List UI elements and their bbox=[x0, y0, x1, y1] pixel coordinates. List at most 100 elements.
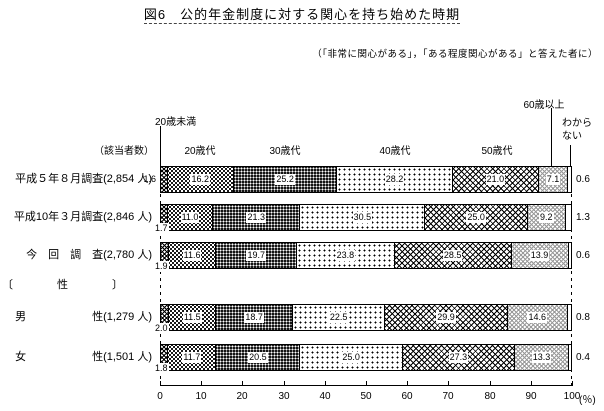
axis-tick bbox=[325, 381, 326, 386]
table-row: 平成10年３月調査(2,846 人) 11.0 21.3 30.5 25.0 9.2 1.7… bbox=[0, 204, 604, 234]
segment-value: 27.3 bbox=[448, 352, 469, 363]
axis-tick-label: 30 bbox=[278, 391, 290, 402]
row-label: 今 回 調 査(2,780 人) bbox=[26, 249, 152, 261]
bar-segment-50歳代: 29.9 bbox=[385, 305, 508, 330]
segment-value-under20: 1.6 bbox=[143, 174, 156, 184]
bar-segment-わからない bbox=[567, 305, 571, 330]
segment-value-unknown: 0.8 bbox=[576, 312, 590, 323]
segment-value: 11.0 bbox=[180, 212, 200, 223]
bar-segment-40歳代: 22.5 bbox=[292, 305, 386, 330]
row-label: 平成５年８月調査(2,854 人) bbox=[15, 173, 152, 185]
axis-tick bbox=[284, 381, 285, 386]
guide-line-100pct bbox=[571, 166, 572, 385]
stacked-bar: 11.0 21.3 30.5 25.0 9.2 bbox=[160, 204, 572, 231]
respondents-count-label: （該当者数） bbox=[94, 146, 154, 157]
segment-value: 30.5 bbox=[352, 212, 373, 223]
segment-value: 11.5 bbox=[182, 312, 202, 323]
axis-tick-label: 70 bbox=[442, 391, 454, 402]
segment-value-unknown: 1.3 bbox=[576, 212, 590, 223]
segment-value: 29.9 bbox=[436, 312, 456, 323]
axis-tick-label: 10 bbox=[195, 391, 207, 402]
table-row: 今 回 調 査(2,780 人) 11.6 19.7 23.8 28.5 13.9 1.9 0… bbox=[0, 242, 604, 272]
stacked-bar: 11.7 20.5 25.0 27.3 13.3 bbox=[160, 344, 572, 371]
segment-value: 7.1 bbox=[545, 174, 561, 185]
bar-segment-20歳代: 11.7 bbox=[168, 345, 217, 370]
stacked-bar: 11.5 18.7 22.5 29.9 14.6 bbox=[160, 304, 572, 331]
axis-tick-label: 100 bbox=[563, 391, 581, 402]
axis-tick-label: 60 bbox=[401, 391, 413, 402]
bar-segment-20歳代: 16.2 bbox=[167, 167, 234, 192]
bar-segment-20歳代: 11.5 bbox=[169, 305, 217, 330]
axis-tick bbox=[572, 381, 573, 386]
segment-value: 19.7 bbox=[246, 250, 266, 261]
segment-value-under20: 1.8 bbox=[154, 363, 169, 374]
category-label-unknown: わからない bbox=[562, 118, 592, 142]
bar-segment-20歳未満 bbox=[161, 305, 170, 330]
category-label-over60: 60歳以上 bbox=[523, 100, 565, 111]
axis-tick bbox=[448, 381, 449, 386]
stacked-bar: 16.2 25.2 28.2 21.0 7.1 bbox=[160, 166, 572, 193]
segment-value: 28.2 bbox=[384, 174, 405, 185]
axis-tick bbox=[407, 381, 408, 386]
bar-segment-60歳以上: 9.2 bbox=[527, 205, 566, 230]
axis-tick-label: 20 bbox=[236, 391, 248, 402]
bar-segment-30歳代: 21.3 bbox=[213, 205, 301, 230]
axis-tick-label: 40 bbox=[319, 391, 331, 402]
segment-value: 20.5 bbox=[248, 352, 268, 363]
axis-tick bbox=[201, 381, 202, 386]
bar-segment-20歳未満 bbox=[161, 345, 169, 370]
segment-value: 21.0 bbox=[485, 174, 506, 185]
axis-tick bbox=[490, 381, 491, 386]
category-label-40歳代: 40歳代 bbox=[379, 146, 411, 157]
bar-segment-20歳未満 bbox=[161, 205, 168, 230]
segment-value: 16.2 bbox=[190, 174, 211, 185]
x-axis bbox=[160, 381, 573, 386]
category-label-under20: 20歳未満 bbox=[155, 117, 197, 128]
figure-title: 図6 公的年金制度に対する関心を持ち始めた時期 bbox=[143, 7, 461, 24]
segment-value: 13.9 bbox=[529, 250, 550, 261]
segment-value: 13.3 bbox=[531, 352, 552, 363]
row-label: 女 性(1,501 人) bbox=[15, 351, 152, 363]
section-label-sex: 〔 性 〕 bbox=[2, 279, 123, 291]
bar-segment-50歳代: 27.3 bbox=[402, 345, 515, 370]
segment-value: 22.5 bbox=[328, 312, 349, 323]
bar-segment-30歳代: 20.5 bbox=[216, 345, 301, 370]
table-row: 男 性(1,279 人) 11.5 18.7 22.5 29.9 14.6 2.0 0.8 bbox=[0, 304, 604, 334]
bar-segment-60歳以上: 13.9 bbox=[511, 243, 569, 268]
bar-segment-30歳代: 25.2 bbox=[233, 167, 338, 192]
bar-segment-60歳以上: 7.1 bbox=[538, 167, 569, 192]
bar-segment-わからない bbox=[568, 243, 571, 268]
axis-tick bbox=[366, 381, 367, 386]
category-label-50歳代: 50歳代 bbox=[481, 146, 513, 157]
bar-segment-40歳代: 30.5 bbox=[300, 205, 426, 230]
segment-value-under20: 1.7 bbox=[154, 223, 169, 234]
row-label: 平成10年３月調査(2,846 人) bbox=[13, 211, 152, 223]
axis-tick-label: 90 bbox=[525, 391, 537, 402]
leader-line-unknown bbox=[570, 145, 571, 166]
segment-value: 11.6 bbox=[182, 250, 202, 261]
x-axis-unit-label: (％) bbox=[579, 395, 596, 406]
bar-segment-30歳代: 18.7 bbox=[216, 305, 293, 330]
bar-segment-50歳代: 28.5 bbox=[394, 243, 512, 268]
segment-value: 28.5 bbox=[442, 250, 463, 261]
category-label-20歳代: 20歳代 bbox=[184, 146, 216, 157]
bar-segment-20歳未満 bbox=[161, 167, 168, 192]
segment-value-under20: 1.9 bbox=[154, 261, 169, 272]
leader-line-under20 bbox=[160, 126, 161, 166]
segment-value-unknown: 0.4 bbox=[576, 352, 590, 363]
figure-subtitle: （「非常に関心がある」，「ある程度関心がある」と答えた者に） bbox=[312, 49, 598, 60]
table-row: 女 性(1,501 人) 11.7 20.5 25.0 27.3 13.3 1.8 0.4 bbox=[0, 344, 604, 374]
segment-value: 25.2 bbox=[275, 174, 295, 185]
bar-segment-20歳未満 bbox=[161, 243, 169, 268]
guide-line-0pct bbox=[160, 166, 161, 385]
bar-segment-40歳代: 23.8 bbox=[297, 243, 395, 268]
segment-value: 23.8 bbox=[335, 250, 356, 261]
segment-value-unknown: 0.6 bbox=[576, 174, 590, 185]
segment-value: 9.2 bbox=[539, 212, 554, 223]
segment-value: 21.3 bbox=[246, 212, 266, 223]
bar-segment-30歳代: 19.7 bbox=[216, 243, 298, 268]
category-label-30歳代: 30歳代 bbox=[269, 146, 301, 157]
axis-tick-label: 80 bbox=[484, 391, 496, 402]
bar-segment-20歳代: 11.6 bbox=[168, 243, 217, 268]
